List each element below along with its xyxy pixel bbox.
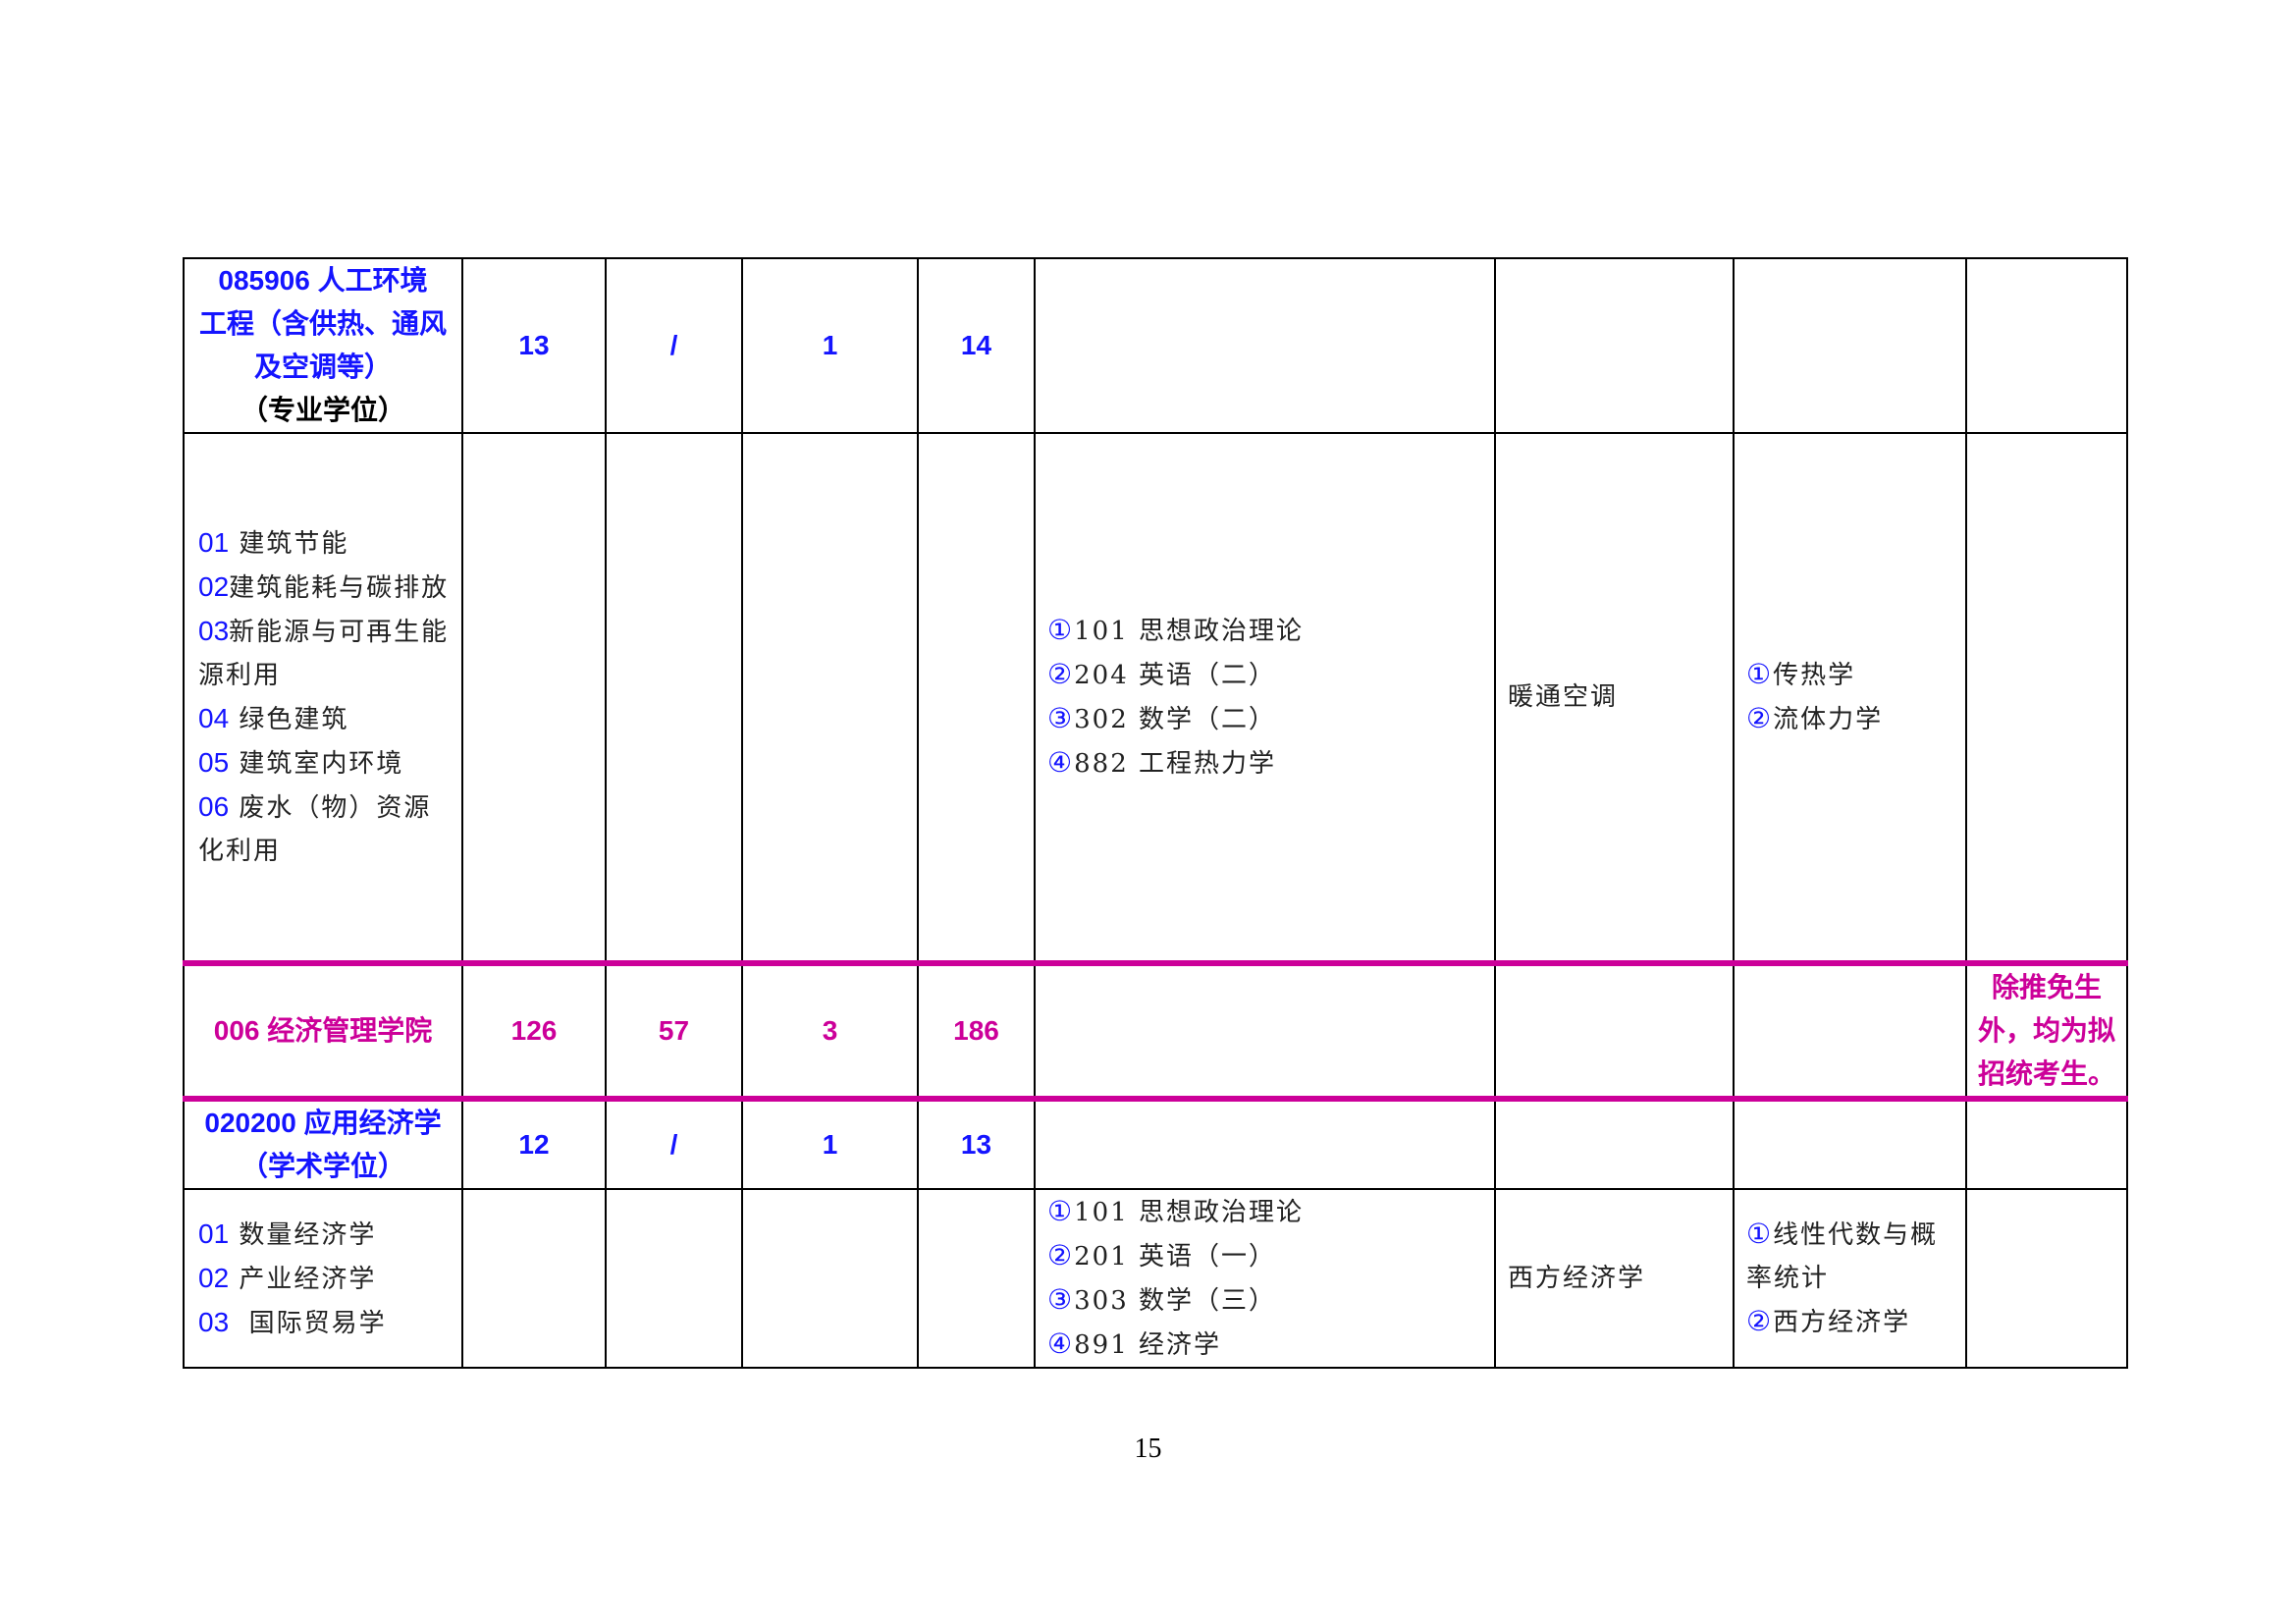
major-title-cell: 085906 人工环境 工程（含供热、通风 及空调等） （专业学位）: [183, 257, 463, 434]
direction-item: 02建筑能耗与碳排放: [198, 571, 450, 603]
major-title-cell: 020200 应用经济学（学术学位）: [183, 1098, 463, 1190]
exam-item: ②201 英语（一）: [1047, 1239, 1277, 1272]
retest-subject-cell: 西方经济学: [1494, 1188, 1735, 1369]
direction-item: 03 国际贸易学: [198, 1306, 387, 1338]
exam-item: ①101 思想政治理论: [1047, 1195, 1305, 1227]
equivalent-subjects-cell: ①线性代数与概率统计 ②西方经济学: [1733, 1188, 1967, 1369]
table-row-major-085906: 085906 人工环境 工程（含供热、通风 及空调等） （专业学位） 13 / …: [183, 257, 2128, 434]
remark-note: 除推免生外，均为拟招统考生。: [1965, 962, 2128, 1102]
table-row-directions-085906: 01 建筑节能 02建筑能耗与碳排放 03新能源与可再生能源利用 04 绿色建筑…: [183, 432, 2128, 966]
equivalent-item: ②流体力学: [1746, 702, 1884, 734]
direction-item: 05 建筑室内环境: [198, 747, 404, 779]
exam-item: ④891 经济学: [1047, 1327, 1222, 1360]
count-cell: 126: [461, 962, 607, 1102]
direction-item: 03新能源与可再生能源利用: [198, 616, 450, 690]
table-row-directions-020200: 01 数量经济学 02 产业经济学 03 国际贸易学 ①101 思想政治理论 ②…: [183, 1188, 2128, 1369]
enrollment-table: 085906 人工环境 工程（含供热、通风 及空调等） （专业学位） 13 / …: [183, 257, 2128, 1369]
count-cell: 1: [741, 257, 919, 434]
equivalent-item: ①线性代数与概率统计: [1746, 1218, 1939, 1293]
exam-subjects-cell: ①101 思想政治理论 ②201 英语（一） ③303 数学（三） ④891 经…: [1034, 1188, 1496, 1369]
degree-type: （专业学位）: [240, 395, 405, 425]
directions-cell: 01 建筑节能 02建筑能耗与碳排放 03新能源与可再生能源利用 04 绿色建筑…: [183, 432, 463, 966]
exam-item: ④882 工程热力学: [1047, 746, 1277, 779]
count-cell: 13: [917, 1098, 1036, 1190]
count-cell: 13: [461, 257, 607, 434]
count-cell: 1: [741, 1098, 919, 1190]
directions-cell: 01 数量经济学 02 产业经济学 03 国际贸易学: [183, 1188, 463, 1369]
count-cell: /: [605, 257, 743, 434]
retest-subject-cell: 暖通空调: [1494, 432, 1735, 966]
table-row-major-020200: 020200 应用经济学（学术学位） 12 / 1 13: [183, 1098, 2128, 1190]
count-cell: 186: [917, 962, 1036, 1102]
exam-item: ③302 数学（二）: [1047, 702, 1277, 734]
count-cell: 12: [461, 1098, 607, 1190]
school-title: 006 经济管理学院: [183, 962, 463, 1102]
equivalent-subjects-cell: ①传热学 ②流体力学: [1733, 432, 1967, 966]
count-cell: 14: [917, 257, 1036, 434]
major-title-line: 工程（含供热、通风: [198, 308, 447, 339]
exam-item: ①101 思想政治理论: [1047, 614, 1305, 646]
major-title-line: 及空调等）: [253, 352, 392, 382]
exam-item: ③303 数学（三）: [1047, 1283, 1277, 1316]
page-number: 15: [1134, 1434, 1162, 1464]
direction-item: 06 废水（物）资源化利用: [198, 791, 432, 866]
exam-item: ②204 英语（二）: [1047, 658, 1277, 690]
equivalent-item: ②西方经济学: [1746, 1305, 1911, 1337]
count-cell: /: [605, 1098, 743, 1190]
exam-subjects-cell: ①101 思想政治理论 ②204 英语（二） ③302 数学（二） ④882 工…: [1034, 432, 1496, 966]
direction-item: 04 绿色建筑: [198, 703, 349, 734]
table-row-school-006: 006 经济管理学院 126 57 3 186 除推免生外，均为拟招统考生。: [183, 962, 2128, 1102]
count-cell: 57: [605, 962, 743, 1102]
equivalent-item: ①传热学: [1746, 658, 1856, 690]
major-title-line: 085906 人工环境: [218, 265, 428, 296]
direction-item: 02 产业经济学: [198, 1262, 377, 1294]
count-cell: 3: [741, 962, 919, 1102]
direction-item: 01 建筑节能: [198, 527, 349, 559]
direction-item: 01 数量经济学: [198, 1218, 377, 1250]
